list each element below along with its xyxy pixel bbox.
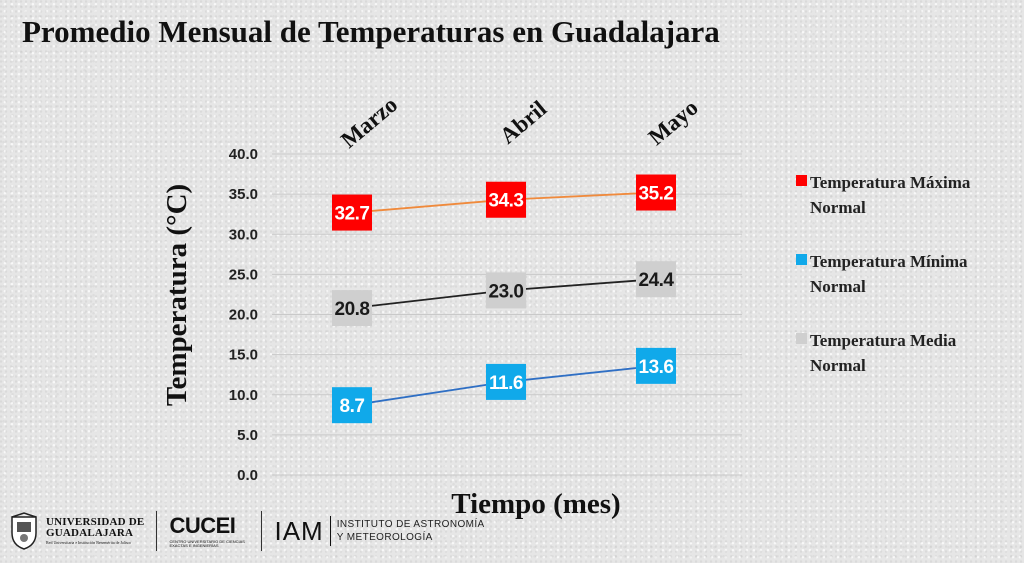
data-label-box [486, 363, 526, 400]
y-tick-label: 35.0 [229, 186, 258, 203]
legend-swatch-max [796, 175, 807, 186]
data-label: 24.4 [639, 270, 675, 291]
legend-label-min: Temperatura Mínima Normal [810, 252, 968, 296]
data-label-box [486, 272, 526, 309]
legend-swatch-mean [796, 333, 807, 344]
y-tick-label: 15.0 [229, 347, 258, 364]
data-label: 13.6 [639, 357, 674, 378]
legend-swatch-min [796, 254, 807, 265]
y-tick-label: 40.0 [229, 146, 258, 163]
iam-logo-text: IAM [274, 515, 324, 546]
data-label-box [486, 181, 526, 218]
footer-divider [261, 511, 263, 551]
y-axis-title: Temperatura (°C) [161, 184, 193, 406]
x-category-label: Mayo [644, 95, 703, 150]
udg-line2: GUADALAJARA [46, 527, 134, 539]
legend-item-mean: Temperatura Media Normal [796, 328, 1021, 378]
iam-divider [329, 516, 331, 546]
y-tick-labels: 0.0 5.0 10.0 15.0 20.0 25.0 30.0 35.0 40.0 [229, 146, 258, 484]
legend-label-mean: Temperatura Media Normal [810, 331, 957, 375]
legend-label-max: Temperatura Máxima Normal [810, 173, 971, 217]
udg-seal-icon [11, 512, 37, 550]
data-label-box [332, 194, 372, 231]
y-tick-label: 5.0 [237, 427, 258, 444]
data-label-box [636, 347, 676, 384]
data-label: 34.3 [489, 191, 524, 212]
udg-logo-text: UNIVERSIDAD DE GUADALAJARA Red Universit… [46, 517, 144, 545]
data-label: 20.8 [335, 299, 370, 320]
cucei-subtitle: CENTRO UNIVERSITARIO DE CIENCIAS EXACTAS… [169, 538, 245, 548]
data-label-box [332, 290, 372, 327]
data-labels: 32.7 34.3 35.2 8.7 11.6 13.6 20.8 23.0 24.4 [332, 174, 676, 424]
iam-subtitle: INSTITUTO DE ASTRONOMÍA Y METEOROLOGÍA [337, 518, 485, 544]
cucei-logo-text: CUCEI [169, 512, 236, 538]
iam-line2: Y METEOROLOGÍA [336, 532, 433, 543]
data-label-box [636, 174, 676, 211]
legend-item-min: Temperatura Mínima Normal [796, 249, 1021, 299]
udg-line1: UNIVERSIDAD DE [46, 516, 145, 528]
data-label-box [636, 261, 676, 298]
x-category-labels: Marzo Abril Mayo [336, 92, 703, 153]
data-label-box [332, 387, 372, 424]
udg-subtitle: Red Universitaria e Institución Beneméri… [46, 540, 132, 545]
data-label: 11.6 [489, 373, 523, 394]
legend-item-max: Temperatura Máxima Normal [796, 170, 1021, 220]
x-axis-title: Tiempo (mes) [451, 488, 620, 520]
y-tick-label: 20.0 [229, 307, 258, 324]
cucei-logo: CUCEI CENTRO UNIVERSITARIO DE CIENCIAS E… [169, 512, 249, 548]
y-tick-label: 30.0 [229, 226, 258, 243]
data-label: 8.7 [340, 396, 365, 417]
footer-logos: UNIVERSIDAD DE GUADALAJARA Red Universit… [8, 508, 485, 554]
chart-title: Promedio Mensual de Temperaturas en Guad… [22, 14, 720, 49]
x-category-label: Abril [495, 96, 551, 149]
footer-divider [156, 511, 158, 551]
data-label: 32.7 [335, 204, 370, 225]
y-tick-label: 25.0 [229, 266, 258, 283]
y-tick-label: 10.0 [229, 387, 258, 404]
iam-line1: INSTITUTO DE ASTRONOMÍA [336, 519, 485, 530]
legend: Temperatura Máxima Normal Temperatura Mí… [796, 170, 1021, 407]
data-label: 35.2 [639, 184, 674, 205]
y-tick-label: 0.0 [237, 467, 258, 484]
data-label: 23.0 [489, 281, 524, 302]
x-category-label: Marzo [336, 92, 402, 153]
